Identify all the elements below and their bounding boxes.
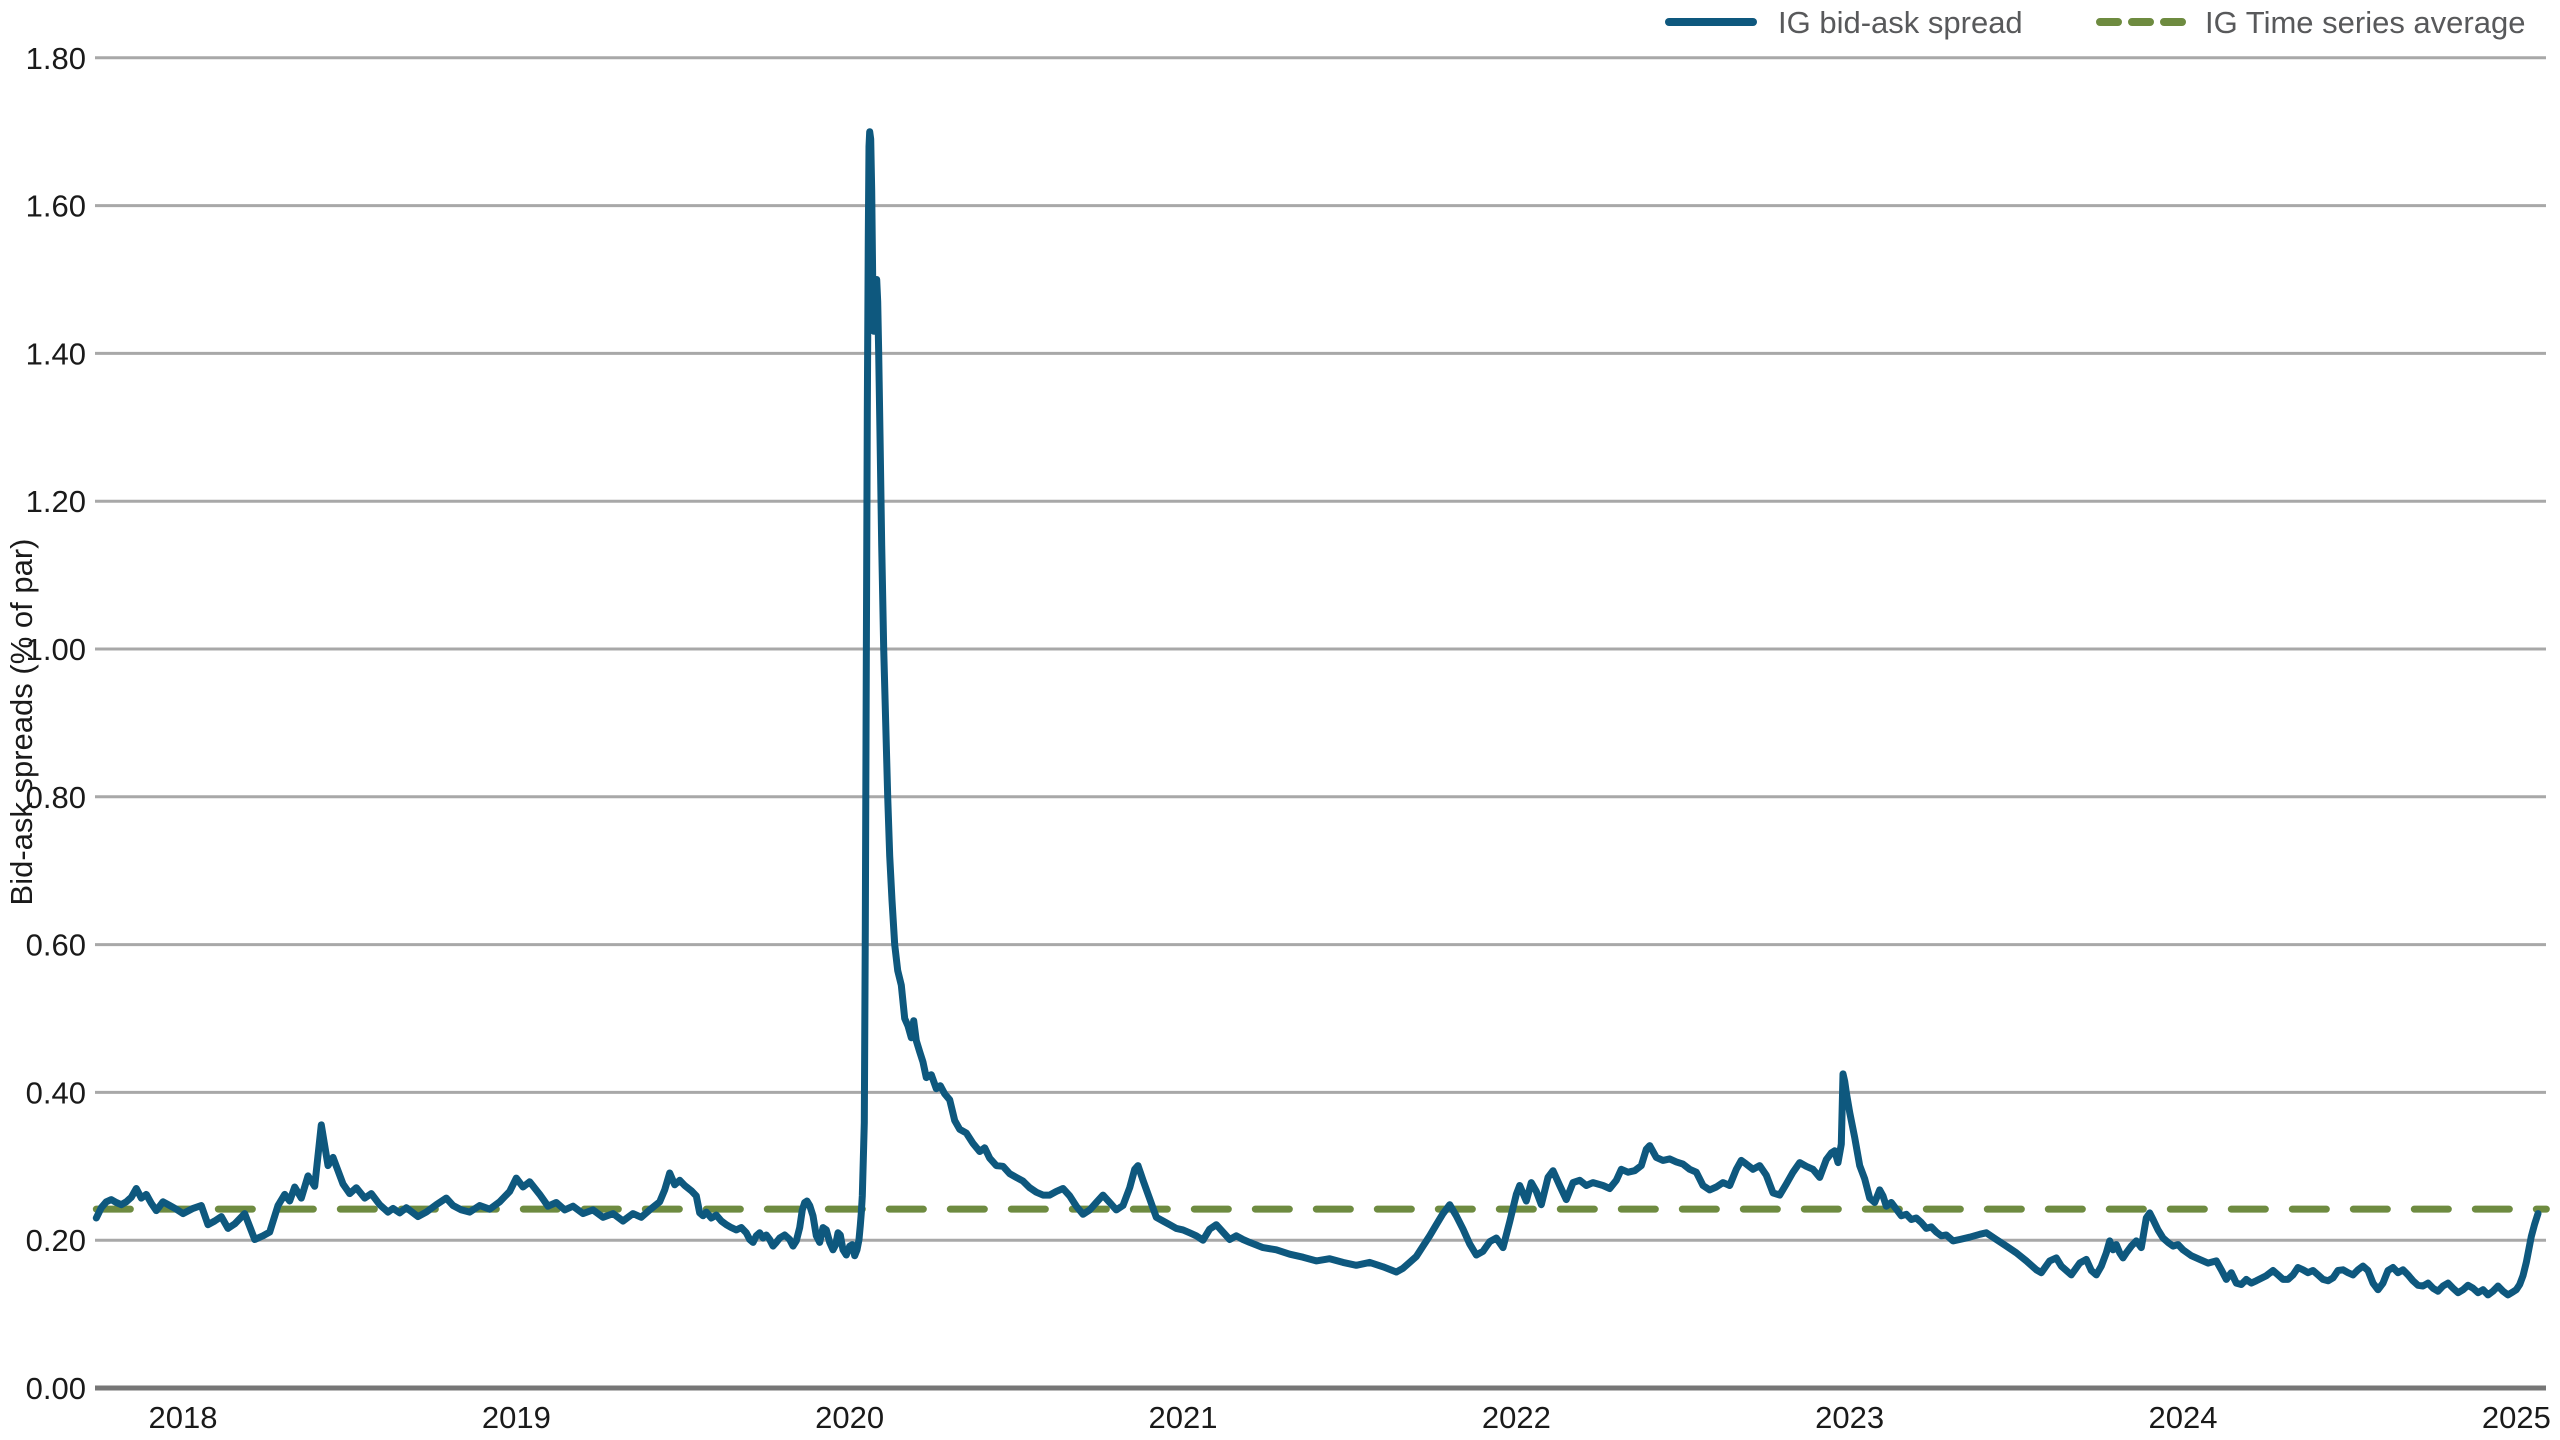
- x-tick-label: 2024: [2149, 1400, 2218, 1435]
- y-tick-label: 0.40: [26, 1075, 86, 1110]
- x-tick-label: 2022: [1482, 1400, 1551, 1435]
- legend-label-average: IG Time series average: [2205, 5, 2525, 40]
- y-tick-label: 1.40: [26, 336, 86, 371]
- y-tick-label: 1.00: [26, 632, 86, 667]
- series-layer: [92, 128, 2550, 1299]
- x-tick-label: 2021: [1149, 1400, 1218, 1435]
- x-tick-label: 2018: [149, 1400, 218, 1435]
- y-tick-label: 1.20: [26, 484, 86, 519]
- ig-bid-ask-spread-line: [92, 128, 2542, 1299]
- y-tick-label: 0.80: [26, 780, 86, 815]
- legend-label-spread: IG bid-ask spread: [1778, 5, 2023, 40]
- y-tick-label: 1.80: [26, 41, 86, 76]
- y-tick-label: 1.60: [26, 189, 86, 224]
- y-tick-label: 0.00: [26, 1371, 86, 1406]
- axis-layer: 0.00 0.20 0.40 0.60 0.80 1.00 1.20 1.40 1.60 1.80…: [26, 41, 2551, 1435]
- x-tick-label: 2025: [2482, 1400, 2551, 1435]
- y-tick-label: 0.20: [26, 1223, 86, 1258]
- x-tick-label: 2020: [815, 1400, 884, 1435]
- y-axis-title: Bid-ask spreads (% of par): [4, 539, 39, 906]
- x-tick-label: 2023: [1815, 1400, 1884, 1435]
- legend: IG bid-ask spread IG Time series average: [1665, 5, 2525, 40]
- y-tick-label: 0.60: [26, 928, 86, 963]
- gridlines-layer: [95, 56, 2546, 1391]
- x-tick-label: 2019: [482, 1400, 551, 1435]
